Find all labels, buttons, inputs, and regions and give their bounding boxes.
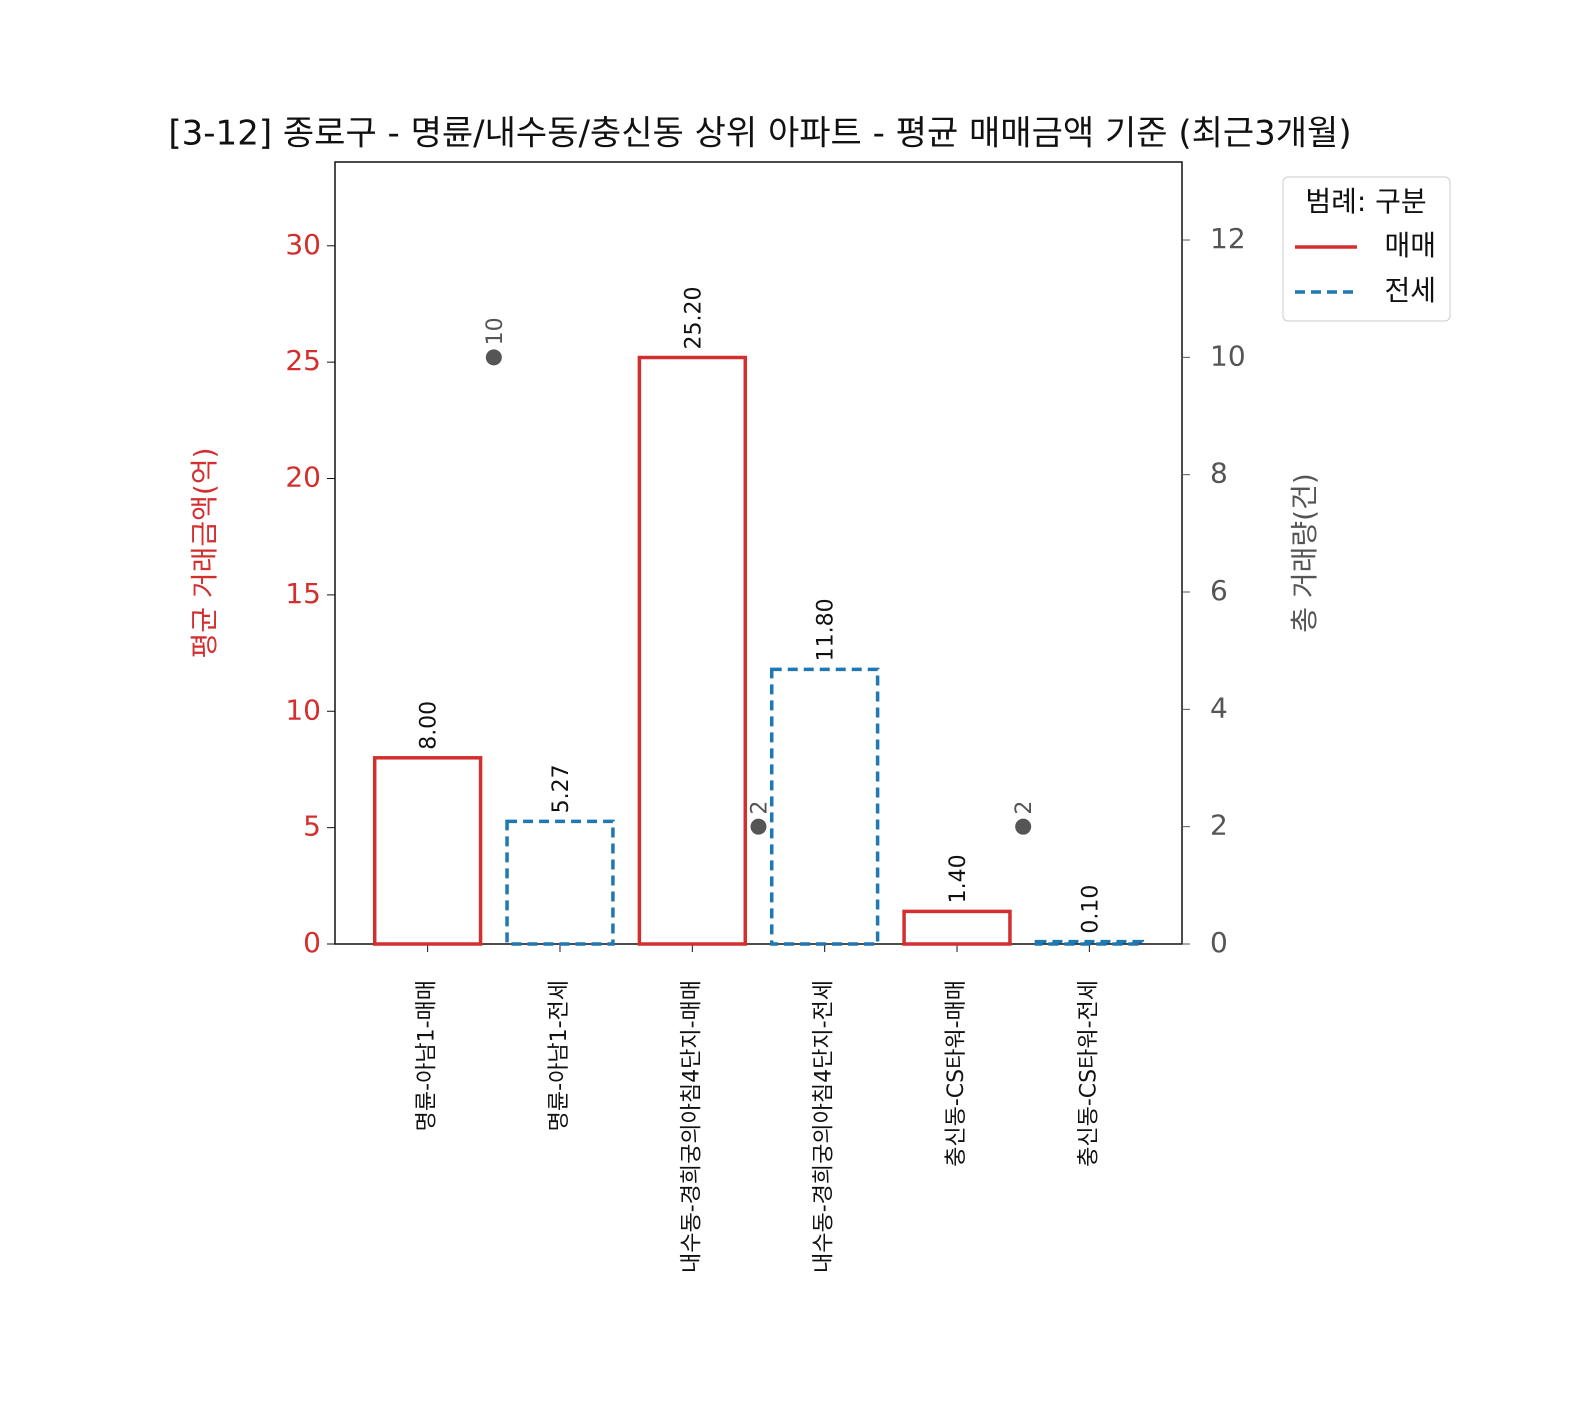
y2-tick-label: 12 xyxy=(1210,222,1246,255)
y-axis-label: 평균 거래금액(억) xyxy=(188,447,221,658)
count-dot xyxy=(485,349,502,366)
x-tick-label: 충신동-CS타워-전세 xyxy=(1076,980,1101,1167)
y2-tick-label: 6 xyxy=(1210,574,1228,607)
y-tick-label: 5 xyxy=(303,810,321,843)
bar xyxy=(769,667,880,946)
y2-tick-label: 2 xyxy=(1210,809,1228,842)
x-tick-label: 충신동-CS타워-매매 xyxy=(944,980,969,1167)
value-label: 5.27 xyxy=(549,764,574,813)
y-tick-label: 10 xyxy=(285,693,321,726)
y2-tick-label: 4 xyxy=(1210,691,1228,724)
y2-tick-label: 0 xyxy=(1210,926,1228,959)
count-label: 2 xyxy=(748,801,773,815)
y-tick-label: 20 xyxy=(285,461,321,494)
count-dot xyxy=(1015,818,1032,835)
y-tick-label: 30 xyxy=(285,228,321,261)
legend-title: 범례: 구분 xyxy=(1305,185,1426,218)
chart-title: [3-12] 종로구 - 명륜/내수동/충신동 상위 아파트 - 평균 매매금액… xyxy=(168,114,1351,154)
bar xyxy=(637,355,748,946)
x-tick-label: 내수동-경희궁의아침4단지-매매 xyxy=(679,980,704,1273)
count-dot xyxy=(750,818,767,835)
x-tick-label: 내수동-경희궁의아침4단지-전세 xyxy=(812,980,837,1273)
x-tick-label: 명륜-아남1-전세 xyxy=(547,980,572,1131)
y-tick-label: 15 xyxy=(285,577,321,610)
y-tick-label: 25 xyxy=(285,344,321,377)
legend-label: 매매 xyxy=(1384,229,1436,262)
plot-frame xyxy=(334,161,1183,945)
y-tick-label: 0 xyxy=(303,926,321,959)
x-tick-label: 명륜-아남1-매매 xyxy=(415,980,440,1131)
y2-tick-label: 10 xyxy=(1210,339,1246,372)
count-label: 2 xyxy=(1012,801,1037,815)
value-label: 0.10 xyxy=(1078,885,1103,934)
y2-axis-label: 총 거래량(건) xyxy=(1288,473,1321,633)
value-label: 8.00 xyxy=(417,701,442,750)
count-label: 10 xyxy=(483,317,508,345)
value-label: 1.40 xyxy=(946,854,971,903)
legend-label: 전세 xyxy=(1384,274,1436,307)
bar xyxy=(902,909,1012,946)
y2-tick-label: 8 xyxy=(1210,457,1228,490)
value-label: 25.20 xyxy=(681,287,706,350)
bar xyxy=(372,756,483,946)
value-label: 11.80 xyxy=(814,598,839,661)
legend-box xyxy=(1282,176,1451,322)
bar xyxy=(505,819,615,946)
bar xyxy=(1034,939,1145,946)
